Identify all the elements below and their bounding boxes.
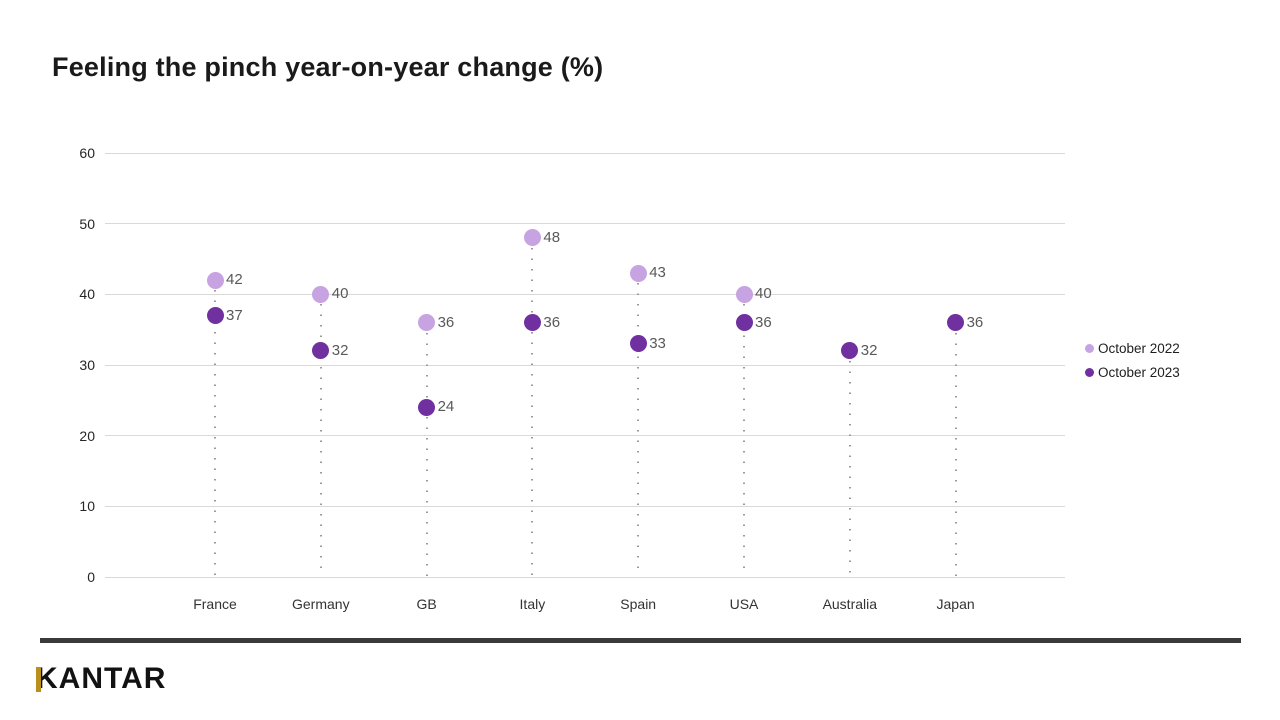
y-axis-label-10: 10 <box>79 498 95 515</box>
data-point-october-2023-spain <box>629 335 647 353</box>
y-axis-label-50: 50 <box>79 215 95 232</box>
gridline-50 <box>105 223 1065 225</box>
x-axis-label-italy: Italy <box>519 596 546 612</box>
data-point-october-2023-usa <box>735 314 753 332</box>
drop-line-japan <box>954 332 957 577</box>
data-point-october-2022-gb <box>418 314 436 332</box>
kantar-logo: KANTAR <box>36 663 166 695</box>
data-point-october-2022-usa <box>735 285 753 303</box>
x-axis-label-germany: Germany <box>292 596 350 612</box>
data-label: 32 <box>860 341 878 359</box>
drop-line-spain <box>637 283 640 577</box>
gridline-10 <box>105 505 1065 507</box>
data-label: 40 <box>755 285 772 303</box>
drop-line-germany <box>319 304 322 577</box>
drop-line-france <box>214 290 216 577</box>
data-point-october-2023-germany <box>312 342 330 360</box>
data-point-october-2022-spain <box>629 264 647 282</box>
legend-label: October 2023 <box>1098 365 1180 380</box>
gridline-30 <box>105 364 1065 366</box>
y-axis-label-60: 60 <box>79 145 95 161</box>
legend-dot-october-2022 <box>1085 344 1094 353</box>
kantar-logo-gold-bar <box>36 667 41 692</box>
data-label: 33 <box>649 334 666 352</box>
x-axis-label-gb: GB <box>416 596 437 612</box>
y-axis-label-40: 40 <box>79 286 95 303</box>
data-label: 36 <box>543 313 561 331</box>
chart-legend: October 2022 October 2023 <box>1085 341 1180 389</box>
legend-item-october-2022: October 2022 <box>1085 341 1180 356</box>
data-label: 36 <box>437 313 455 331</box>
data-point-october-2022-italy <box>523 229 541 247</box>
footer-divider <box>40 638 1241 643</box>
kantar-logo-text: KANTAR <box>36 662 167 695</box>
x-axis-label-usa: USA <box>729 596 759 612</box>
x-axis-label-spain: Spain <box>620 596 657 612</box>
gridline-20 <box>105 435 1065 437</box>
data-label: 32 <box>331 341 349 359</box>
data-point-october-2023-gb <box>418 398 436 416</box>
drop-line-italy <box>531 247 534 577</box>
data-label: 24 <box>437 398 455 416</box>
legend-dot-october-2023 <box>1085 368 1094 377</box>
drop-line-gb <box>425 332 428 577</box>
data-point-october-2023-france <box>206 307 224 325</box>
y-axis-label-20: 20 <box>79 427 95 444</box>
data-label: 36 <box>755 313 772 331</box>
data-point-october-2023-australia <box>841 342 859 360</box>
plot-area: 0 10 20 30 40 50 60 France Germany GB Italy Spain US… <box>79 145 1065 612</box>
x-axis-label-france: France <box>193 596 237 612</box>
data-label: 48 <box>543 228 561 246</box>
x-axis-label-australia: Australia <box>822 596 878 612</box>
y-axis-label-0: 0 <box>87 569 95 585</box>
data-label: 43 <box>649 264 666 282</box>
data-point-october-2023-japan <box>947 314 965 332</box>
data-label: 37 <box>226 306 243 324</box>
chart-title: Feeling the pinch year-on-year change (%… <box>52 52 604 82</box>
data-label: 36 <box>966 313 984 331</box>
gridline-40 <box>105 293 1065 295</box>
data-point-october-2022-france <box>206 271 224 289</box>
data-label: 42 <box>226 271 243 289</box>
x-axis-label-japan: Japan <box>936 596 975 612</box>
data-label: 40 <box>331 285 349 303</box>
gridline-60 <box>105 152 1065 154</box>
data-point-october-2022-germany <box>312 285 330 303</box>
data-point-october-2023-italy <box>523 314 541 332</box>
drop-line-australia <box>848 360 851 577</box>
legend-label: October 2022 <box>1098 341 1180 356</box>
gridline-0 <box>105 576 1065 578</box>
y-axis-label-30: 30 <box>79 357 95 373</box>
legend-item-october-2023: October 2023 <box>1085 365 1180 380</box>
drop-line-usa <box>743 304 745 577</box>
